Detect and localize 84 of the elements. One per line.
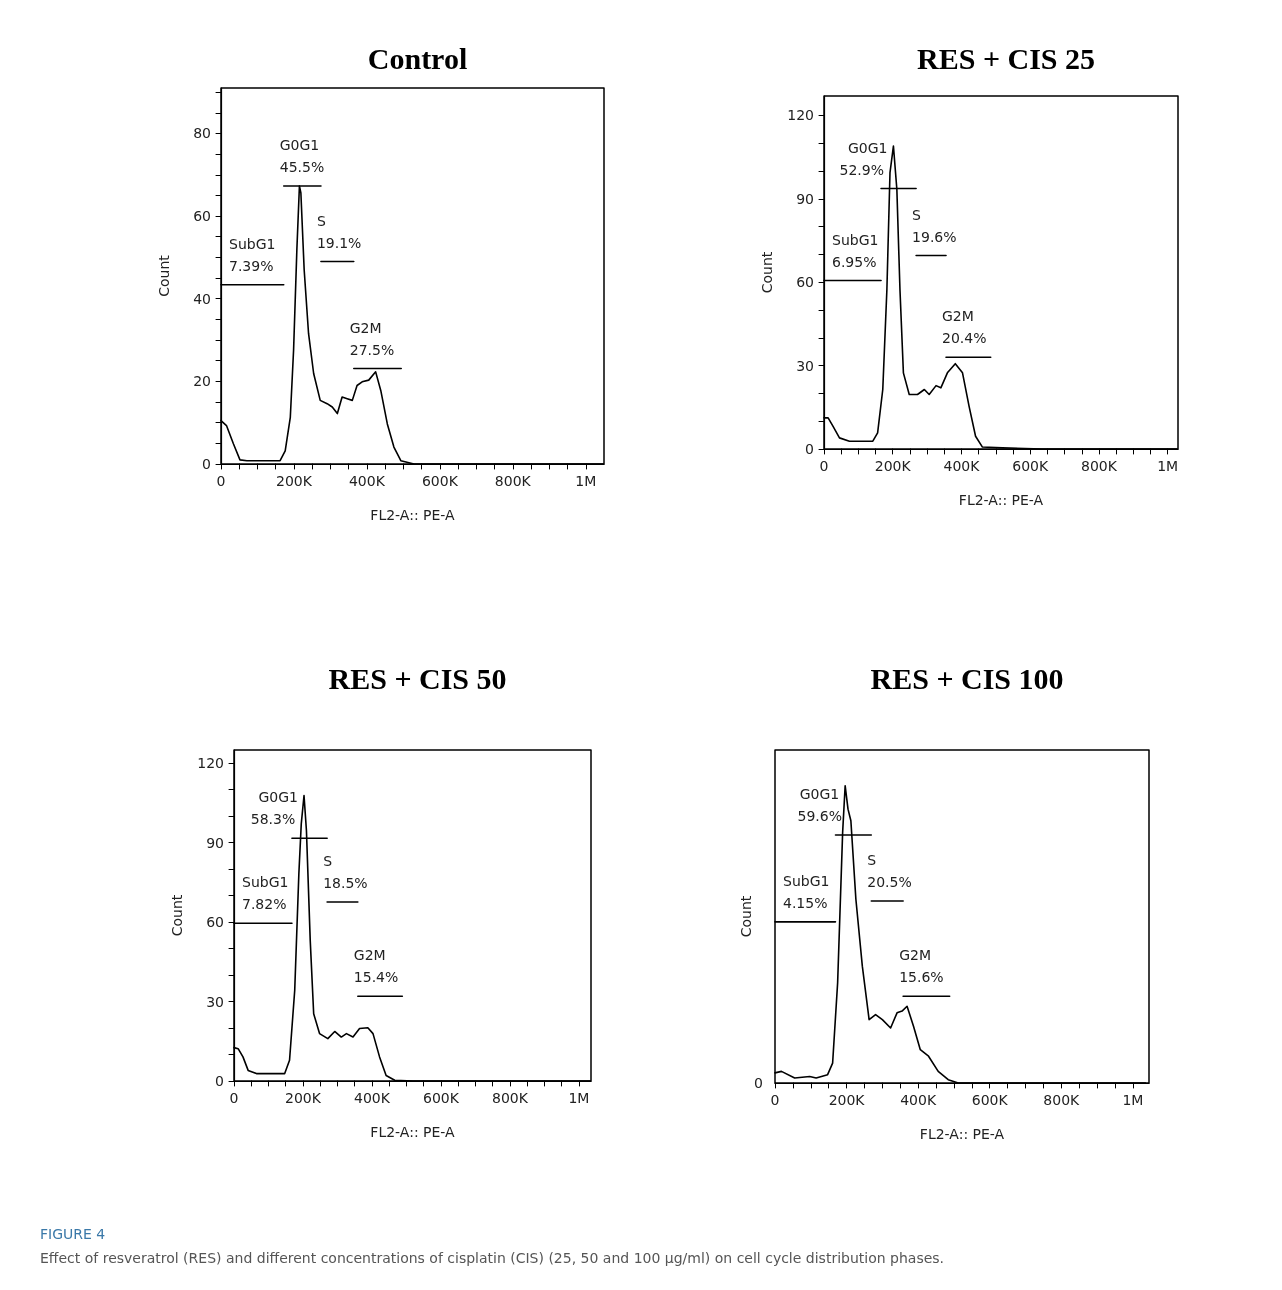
annotation: 19.1% bbox=[316, 234, 362, 251]
annotation: SubG1 bbox=[832, 231, 879, 248]
y-tick-label: 90 bbox=[796, 190, 814, 207]
annotation: G2M bbox=[942, 308, 974, 325]
annotation: 20.5% bbox=[867, 874, 912, 891]
y-tick-label: 60 bbox=[193, 208, 211, 225]
x-axis-title: FL2-A:: PE-A bbox=[370, 507, 456, 523]
annotation: SubG1 bbox=[783, 872, 830, 889]
annotation: G0G1 bbox=[799, 786, 840, 803]
x-tick-label: 1M bbox=[575, 473, 597, 489]
x-tick-label: 0 bbox=[229, 1090, 239, 1106]
x-tick-label: 0 bbox=[819, 458, 829, 474]
annotation: S bbox=[912, 206, 922, 223]
y-tick-label: 20 bbox=[193, 373, 211, 390]
y-axis-title: Count bbox=[738, 895, 754, 938]
chart-title: RES + CIS 50 bbox=[328, 661, 507, 695]
y-tick-label: 30 bbox=[796, 357, 814, 374]
annotation: 19.6% bbox=[912, 228, 957, 245]
x-tick-label: 600K bbox=[423, 1090, 460, 1106]
y-tick-label: 40 bbox=[193, 290, 211, 307]
annotation: 18.5% bbox=[323, 875, 368, 891]
y-tick-label: 90 bbox=[206, 834, 224, 851]
x-tick-label: 800K bbox=[1081, 458, 1118, 474]
x-tick-label: 800K bbox=[491, 1090, 529, 1106]
annotation: SubG1 bbox=[242, 874, 289, 891]
annotation: 7.82% bbox=[242, 896, 287, 913]
annotation: G0G1 bbox=[258, 789, 299, 806]
annotation: 52.9% bbox=[839, 161, 884, 178]
x-tick-label: 1M bbox=[1157, 458, 1179, 474]
annotation: 45.5% bbox=[279, 158, 325, 175]
y-tick-label: 0 bbox=[805, 441, 814, 457]
annotation: 20.4% bbox=[942, 330, 987, 347]
x-tick-label: 200K bbox=[874, 458, 912, 474]
annotation: 4.15% bbox=[783, 894, 828, 911]
chart-title: RES + CIS 25 bbox=[917, 41, 1095, 75]
x-tick-label: 600K bbox=[421, 473, 459, 489]
annotation: 6.95% bbox=[832, 253, 877, 270]
annotation: 7.39% bbox=[229, 257, 274, 274]
annotation: G2M bbox=[353, 947, 386, 964]
x-tick-label: 800K bbox=[1043, 1092, 1081, 1108]
annotation: G0G1 bbox=[279, 136, 320, 153]
text: Effect of resveratrol (RES) and different concentrations of cisplatin (CIS) (25, 50 and 100 μg/ml) on cell cycle distribution phases. bbox=[40, 1249, 946, 1268]
annotation: S bbox=[323, 853, 333, 869]
x-axis-title: FL2-A:: PE-A bbox=[958, 492, 1044, 508]
chart-title: Control bbox=[367, 41, 468, 75]
annotation: 58.3% bbox=[250, 811, 296, 828]
annotation: SubG1 bbox=[229, 235, 276, 252]
text: 0 bbox=[754, 1075, 763, 1091]
caption: FIGURE 4 bbox=[40, 1225, 107, 1244]
x-tick-label: 600K bbox=[1012, 458, 1049, 474]
x-tick-label: 1M bbox=[1122, 1092, 1144, 1108]
x-tick-label: 800K bbox=[494, 473, 532, 489]
y-tick-label: 0 bbox=[215, 1073, 224, 1089]
y-tick-label: 120 bbox=[787, 107, 814, 124]
x-tick-label: 1M bbox=[568, 1090, 590, 1106]
annotation: 15.4% bbox=[353, 969, 399, 986]
x-tick-label: 400K bbox=[354, 1090, 391, 1106]
annotation: 59.6% bbox=[797, 808, 843, 825]
annotation: G2M bbox=[899, 947, 931, 964]
y-tick-label: 30 bbox=[206, 993, 224, 1010]
chart-title: RES + CIS 100 bbox=[870, 661, 1064, 695]
x-tick-label: 200K bbox=[285, 1090, 322, 1106]
y-tick-label: 120 bbox=[197, 755, 224, 772]
y-axis-title: Count bbox=[156, 254, 172, 297]
annotation: S bbox=[867, 852, 877, 869]
annotation: G0G1 bbox=[847, 139, 888, 156]
x-tick-label: 400K bbox=[348, 473, 386, 489]
x-tick-label: 600K bbox=[971, 1092, 1009, 1108]
x-tick-label: 0 bbox=[770, 1092, 780, 1108]
x-tick-label: 400K bbox=[900, 1092, 937, 1108]
x-axis-title: FL2-A:: PE-A bbox=[370, 1124, 456, 1140]
annotation: G2M bbox=[349, 319, 382, 336]
annotation: S bbox=[316, 212, 326, 229]
x-tick-label: 200K bbox=[276, 473, 313, 489]
y-axis-title: Count bbox=[169, 894, 185, 937]
annotation: 15.6% bbox=[899, 969, 944, 986]
y-tick-label: 60 bbox=[206, 914, 224, 931]
y-tick-label: 60 bbox=[796, 274, 814, 291]
x-axis-title: FL2-A:: PE-A bbox=[919, 1126, 1005, 1142]
x-tick-label: 400K bbox=[943, 458, 981, 474]
x-tick-label: 200K bbox=[828, 1092, 866, 1108]
annotation: 27.5% bbox=[349, 341, 395, 358]
y-tick-label: 80 bbox=[193, 125, 211, 142]
y-axis-title: Count bbox=[759, 251, 775, 294]
